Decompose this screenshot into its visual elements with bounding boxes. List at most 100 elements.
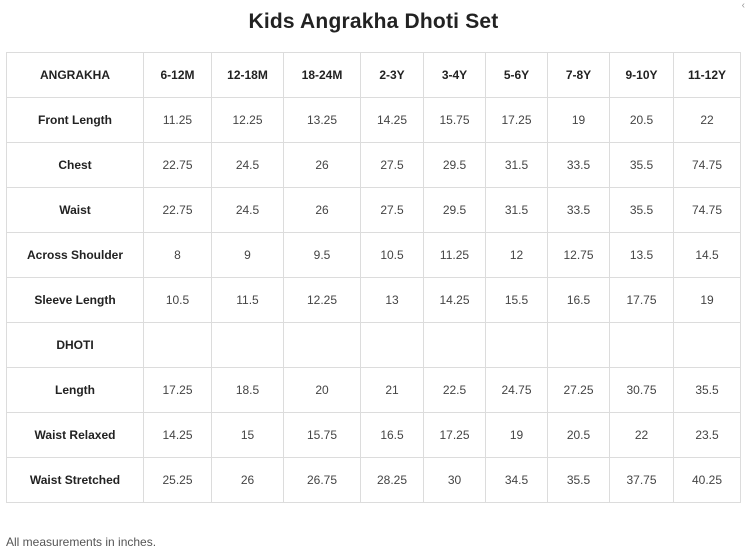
table-cell: 12 xyxy=(485,232,548,278)
table-cell: 10.5 xyxy=(143,277,212,323)
table-cell: 12.75 xyxy=(547,232,610,278)
table-row: Sleeve Length 10.5 11.5 12.25 13 14.25 1… xyxy=(6,277,741,323)
table-cell: 13.5 xyxy=(609,232,674,278)
table-cell: 34.5 xyxy=(485,457,548,503)
table-cell: 13 xyxy=(360,277,424,323)
header-cell: 11-12Y xyxy=(673,52,741,98)
table-cell: 15.75 xyxy=(423,97,486,143)
table-cell: 21 xyxy=(360,367,424,413)
table-cell: 19 xyxy=(673,277,741,323)
table-cell: 37.75 xyxy=(609,457,674,503)
table-cell: 10.5 xyxy=(360,232,424,278)
header-cell: 3-4Y xyxy=(423,52,486,98)
table-cell: 28.25 xyxy=(360,457,424,503)
table-cell xyxy=(673,322,741,368)
table-row: Front Length 11.25 12.25 13.25 14.25 15.… xyxy=(6,97,741,143)
section-label: DHOTI xyxy=(6,322,144,368)
table-cell: 33.5 xyxy=(547,187,610,233)
table-cell: 26 xyxy=(283,187,361,233)
row-label: Waist Relaxed xyxy=(6,412,144,458)
table-cell: 9 xyxy=(211,232,284,278)
table-cell: 14.25 xyxy=(143,412,212,458)
table-cell: 35.5 xyxy=(673,367,741,413)
header-cell: 12-18M xyxy=(211,52,284,98)
page-title: Kids Angrakha Dhoti Set xyxy=(248,10,499,33)
table-cell: 17.25 xyxy=(485,97,548,143)
table-cell: 14.25 xyxy=(360,97,424,143)
row-label: Waist Stretched xyxy=(6,457,144,503)
table-cell: 16.5 xyxy=(547,277,610,323)
table-cell: 74.75 xyxy=(673,142,741,188)
table-cell: 30.75 xyxy=(609,367,674,413)
table-header-row: ANGRAKHA 6-12M 12-18M 18-24M 2-3Y 3-4Y 5… xyxy=(6,52,741,98)
table-cell: 12.25 xyxy=(283,277,361,323)
table-cell: 22.75 xyxy=(143,142,212,188)
table-cell: 16.5 xyxy=(360,412,424,458)
table-cell: 22.75 xyxy=(143,187,212,233)
table-cell: 17.25 xyxy=(423,412,486,458)
table-cell: 74.75 xyxy=(673,187,741,233)
table-cell xyxy=(423,322,486,368)
table-cell: 15 xyxy=(211,412,284,458)
table-cell: 25.25 xyxy=(143,457,212,503)
corner-mark: ‹ xyxy=(741,0,745,11)
header-cell: 2-3Y xyxy=(360,52,424,98)
table-cell: 24.5 xyxy=(211,142,284,188)
table-cell: 8 xyxy=(143,232,212,278)
table-row: Waist Stretched 25.25 26 26.75 28.25 30 … xyxy=(6,457,741,503)
table-section-row: DHOTI xyxy=(6,322,741,368)
table-cell: 31.5 xyxy=(485,187,548,233)
table-cell xyxy=(360,322,424,368)
table-cell xyxy=(211,322,284,368)
table-cell xyxy=(547,322,610,368)
footnote: All measurements in inches. xyxy=(6,535,157,549)
row-label: Chest xyxy=(6,142,144,188)
header-cell: 9-10Y xyxy=(609,52,674,98)
table-cell: 11.25 xyxy=(143,97,212,143)
table-cell xyxy=(609,322,674,368)
header-cell: 7-8Y xyxy=(547,52,610,98)
header-cell: ANGRAKHA xyxy=(6,52,144,98)
table-cell: 22 xyxy=(673,97,741,143)
table-cell: 11.25 xyxy=(423,232,486,278)
table-row: Across Shoulder 8 9 9.5 10.5 11.25 12 12… xyxy=(6,232,741,278)
table-cell xyxy=(485,322,548,368)
row-label: Front Length xyxy=(6,97,144,143)
table-cell: 20.5 xyxy=(609,97,674,143)
header-cell: 18-24M xyxy=(283,52,361,98)
table-cell: 27.5 xyxy=(360,187,424,233)
table-cell: 17.25 xyxy=(143,367,212,413)
table-cell: 35.5 xyxy=(609,187,674,233)
table-cell: 31.5 xyxy=(485,142,548,188)
table-cell: 19 xyxy=(547,97,610,143)
header-cell: 5-6Y xyxy=(485,52,548,98)
table-cell xyxy=(283,322,361,368)
table-cell: 35.5 xyxy=(547,457,610,503)
table-cell: 15.75 xyxy=(283,412,361,458)
table-cell: 11.5 xyxy=(211,277,284,323)
table-cell xyxy=(143,322,212,368)
table-cell: 29.5 xyxy=(423,142,486,188)
table-cell: 22 xyxy=(609,412,674,458)
table-cell: 24.75 xyxy=(485,367,548,413)
size-chart-table: ANGRAKHA 6-12M 12-18M 18-24M 2-3Y 3-4Y 5… xyxy=(6,52,741,503)
table-cell: 27.5 xyxy=(360,142,424,188)
table-cell: 17.75 xyxy=(609,277,674,323)
table-cell: 9.5 xyxy=(283,232,361,278)
table-cell: 22.5 xyxy=(423,367,486,413)
table-cell: 40.25 xyxy=(673,457,741,503)
table-cell: 26.75 xyxy=(283,457,361,503)
table-cell: 23.5 xyxy=(673,412,741,458)
table-cell: 14.5 xyxy=(673,232,741,278)
table-cell: 24.5 xyxy=(211,187,284,233)
row-label: Length xyxy=(6,367,144,413)
row-label: Sleeve Length xyxy=(6,277,144,323)
table-cell: 20 xyxy=(283,367,361,413)
table-cell: 26 xyxy=(211,457,284,503)
table-row: Length 17.25 18.5 20 21 22.5 24.75 27.25… xyxy=(6,367,741,413)
table-cell: 33.5 xyxy=(547,142,610,188)
table-cell: 14.25 xyxy=(423,277,486,323)
table-cell: 18.5 xyxy=(211,367,284,413)
table-cell: 35.5 xyxy=(609,142,674,188)
table-cell: 20.5 xyxy=(547,412,610,458)
